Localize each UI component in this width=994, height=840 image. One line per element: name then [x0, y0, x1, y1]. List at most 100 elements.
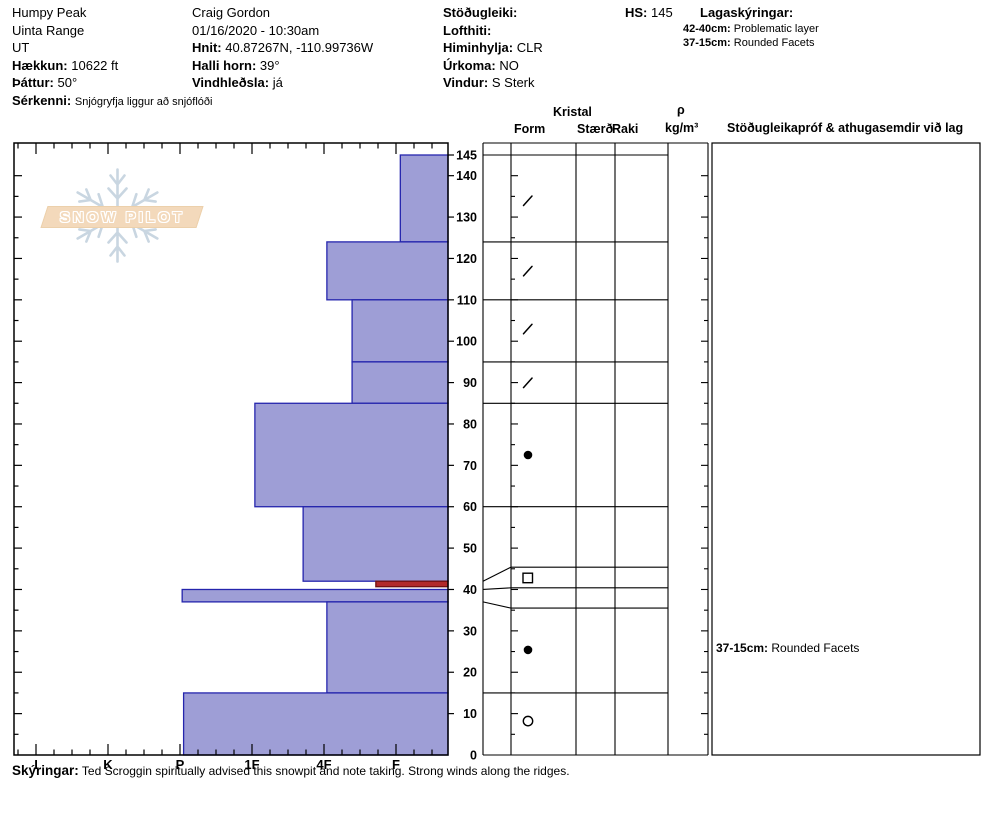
depth-label: 130 [456, 211, 477, 225]
air-temp: Lofthiti: [443, 22, 543, 40]
site-info-block: Humpy Peak Uinta Range UT Hækkun: 10622 … [12, 4, 212, 111]
depth-label: 0 [470, 749, 477, 763]
site-elevation: Hækkun: 10622 ft [12, 57, 212, 75]
depth-label: 10 [463, 707, 477, 721]
grain-symbol-slash [522, 195, 533, 207]
hardness-label: I [34, 757, 38, 772]
sky-cover: Himinhylja: CLR [443, 39, 543, 57]
site-range: Uinta Range [12, 22, 85, 38]
leader-line [482, 566, 512, 582]
site-special: Sérkenni: Snjógryfja liggur að snjóflóði [12, 92, 212, 112]
depth-label: 40 [463, 583, 477, 597]
wetness-column-header: Raki [612, 122, 639, 136]
conditions-block: Stöðugleiki: Lofthiti: Himinhylja: CLR Ú… [443, 4, 543, 92]
field-value: 145 [651, 5, 673, 20]
depth-label: 140 [456, 169, 477, 183]
depth-label: 60 [463, 500, 477, 514]
field-label: Himinhylja: [443, 40, 514, 55]
snow-layer-bar [399, 154, 449, 243]
layer-note-text: Problematic layer [733, 23, 819, 35]
leader-line [482, 601, 512, 609]
depth-label: 90 [463, 376, 477, 390]
depth-label: 110 [457, 293, 477, 307]
hardness-label: 4F [316, 757, 331, 772]
layer-note-text: Rounded Facets [733, 36, 815, 49]
snowpilot-logo-text: SNOW PILOT [59, 208, 185, 226]
hardness-label: P [176, 757, 185, 772]
depth-label: 100 [456, 335, 477, 349]
layer-note-range: 37-15cm: [683, 36, 731, 49]
field-value: S Sterk [491, 75, 535, 90]
snowflake-arm [107, 168, 128, 217]
field-value: NO [499, 57, 519, 73]
precip: Úrkoma: NO [443, 57, 543, 75]
field-label: Hækkun: [12, 57, 68, 73]
observation-datetime: 01/16/2020 - 10:30am [192, 22, 320, 38]
field-label: Vindhleðsla: [192, 75, 270, 90]
layer-comment-range: 37-15cm: [716, 641, 769, 655]
snow-layer-bar [182, 692, 449, 756]
layer-notes-list: 42-40cm: Problematic layer 37-15cm: Roun… [683, 23, 819, 50]
snow-layer-bar [351, 361, 449, 404]
layer-comment-text: Rounded Facets [771, 641, 860, 655]
depth-label: 80 [463, 417, 477, 431]
depth-label: 145 [456, 149, 477, 163]
pit-notes-text: Ted Scroggin spiritually advised this sn… [81, 764, 570, 778]
depth-label: 70 [463, 459, 477, 473]
field-value: já [272, 75, 283, 90]
layer-note: 42-40cm: Problematic layer [683, 23, 819, 37]
field-value: 40.87267N, -110.99736W [225, 40, 374, 55]
grain-symbol-slash [522, 323, 533, 335]
hardness-label: 1F [244, 757, 259, 772]
snow-layer-bar [326, 241, 449, 301]
grain-symbol-slash [522, 377, 533, 389]
snow-layer-bar [181, 588, 449, 603]
grain-symbol-slash [522, 265, 533, 277]
form-column-header: Form [514, 122, 546, 136]
depth-label: 30 [463, 624, 477, 638]
field-label: Vindur: [443, 75, 489, 90]
coordinates: Hnit: 40.87267N, -110.99736W [192, 39, 373, 57]
layer-note: 37-15cm: Rounded Facets [683, 37, 819, 51]
grain-symbol-dot [523, 450, 533, 460]
stability-comments-header: Stöðugleikapróf & athugasemdir við lag [727, 121, 964, 135]
field-value: 10622 ft [71, 57, 119, 73]
observer-info-block: Craig Gordon 01/16/2020 - 10:30am Hnit: … [192, 4, 373, 92]
plot-border [13, 142, 449, 756]
hardness-label: K [103, 757, 113, 772]
depth-label: 50 [463, 542, 477, 556]
depth-label: 120 [456, 252, 477, 266]
field-label: Hnit: [192, 40, 222, 55]
problem-layer-bar [375, 580, 449, 588]
depth-label: 20 [463, 666, 477, 680]
snowflake-arm [107, 214, 128, 263]
wind: Vindur: S Sterk [443, 74, 543, 92]
leader-line [482, 587, 512, 591]
field-label: Stöðugleiki: [443, 5, 518, 20]
grain-symbol-circle [522, 715, 534, 727]
slope-angle: Halli horn: 39° [192, 57, 373, 75]
layer-comment: 37-15cm: Rounded Facets [716, 641, 859, 655]
observer-name: Craig Gordon [192, 5, 271, 20]
pit-notes: Skýringar: Ted Scroggin spiritually advi… [12, 763, 570, 778]
grain-symbol-dot [523, 645, 533, 655]
grain-symbol-square [522, 572, 534, 584]
snow-layer-bar [254, 402, 449, 508]
field-value: 50° [57, 75, 78, 90]
wind-loading: Vindhleðsla: já [192, 74, 373, 92]
density-units-header: kg/m³ [665, 121, 699, 135]
field-label: Úrkoma: [443, 57, 496, 73]
site-name: Humpy Peak [12, 5, 87, 20]
field-value: 39° [259, 57, 280, 73]
hardness-label: F [392, 757, 400, 772]
field-label: Halli horn: [192, 57, 257, 73]
size-column-header: Stærð [577, 122, 614, 136]
site-aspect: Þáttur: 50° [12, 74, 212, 92]
field-label: Lofthiti: [443, 22, 492, 38]
crystal-header: Kristal [553, 105, 592, 119]
snow-layer-bar [326, 601, 449, 694]
snow-layer-bar [302, 506, 449, 582]
field-label: HS: [625, 5, 648, 20]
snow-height-field: HS: 145 [625, 4, 673, 22]
